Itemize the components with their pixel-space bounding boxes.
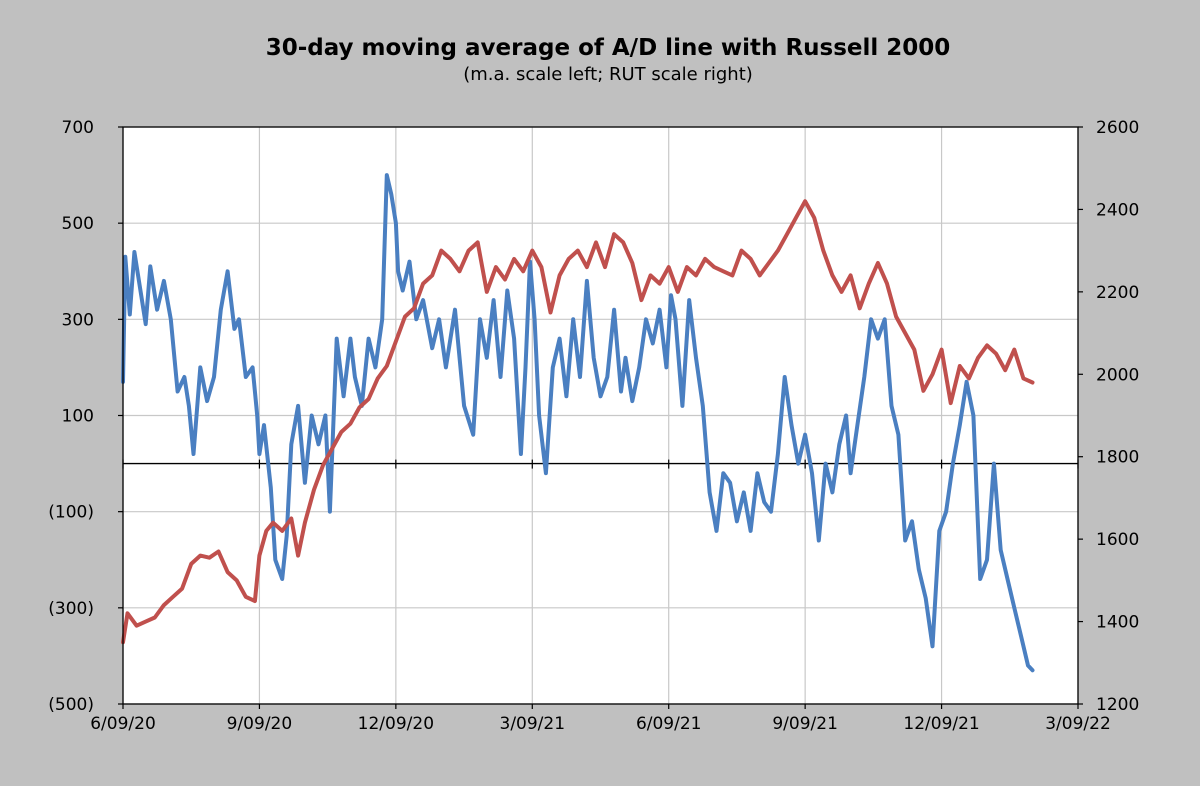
left-tick-label: (300) bbox=[48, 599, 94, 619]
x-tick-label: 3/09/21 bbox=[500, 714, 566, 734]
right-tick-label: 1600 bbox=[1096, 530, 1139, 550]
left-tick-label: (500) bbox=[48, 695, 94, 715]
x-tick-label: 9/09/21 bbox=[772, 714, 838, 734]
x-tick-label: 6/09/20 bbox=[90, 714, 156, 734]
right-tick-label: 2600 bbox=[1096, 118, 1139, 138]
left-tick-label: 700 bbox=[62, 118, 94, 138]
left-tick-label: 300 bbox=[62, 310, 94, 330]
right-tick-label: 2400 bbox=[1096, 200, 1139, 220]
left-tick-label: 500 bbox=[62, 214, 94, 234]
right-tick-label: 2200 bbox=[1096, 283, 1139, 303]
series-line-russell-2000 bbox=[121, 199, 1035, 645]
chart-subtitle: (m.a. scale left; RUT scale right) bbox=[463, 64, 753, 85]
x-tick-label: 3/09/22 bbox=[1045, 714, 1111, 734]
x-tick-label: 12/09/20 bbox=[358, 714, 434, 734]
right-tick-label: 1400 bbox=[1096, 613, 1139, 633]
series-layer bbox=[121, 173, 1035, 673]
x-tick-label: 12/09/21 bbox=[903, 714, 979, 734]
right-tick-label: 2000 bbox=[1096, 365, 1139, 385]
right-axis: 2600 2400 2200 2000 1800 1600 1400 1200 bbox=[1078, 118, 1139, 715]
x-tick-label: 6/09/21 bbox=[636, 714, 702, 734]
series-line-ad-line-ma bbox=[121, 173, 1035, 673]
left-axis: 700 500 300 100 (100) (300) (500) bbox=[48, 118, 123, 715]
x-axis: 6/09/20 9/09/20 12/09/20 3/09/21 6/09/21 9/09… bbox=[90, 704, 1111, 734]
chart-title: 30-day moving average of A/D line with R… bbox=[266, 35, 951, 61]
left-tick-label: 100 bbox=[62, 407, 94, 427]
right-tick-label: 1800 bbox=[1096, 448, 1139, 468]
x-tick-label: 9/09/20 bbox=[227, 714, 293, 734]
left-tick-label: (100) bbox=[48, 503, 94, 523]
right-tick-label: 1200 bbox=[1096, 695, 1139, 715]
